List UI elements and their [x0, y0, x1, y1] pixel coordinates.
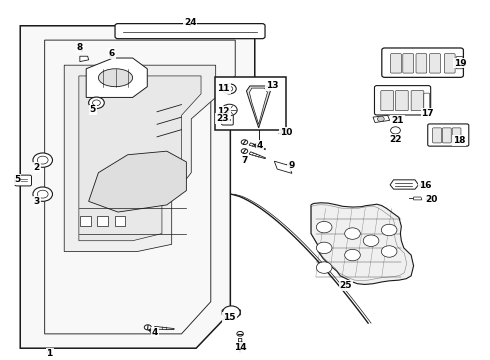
FancyBboxPatch shape [382, 48, 464, 77]
Polygon shape [249, 88, 268, 124]
Text: 5: 5 [90, 105, 96, 114]
Text: 3: 3 [34, 197, 40, 206]
Text: 6: 6 [109, 49, 115, 58]
Text: 1: 1 [47, 349, 53, 358]
Text: 22: 22 [389, 135, 402, 144]
FancyBboxPatch shape [416, 54, 427, 73]
FancyBboxPatch shape [444, 54, 455, 73]
Circle shape [344, 228, 360, 239]
Polygon shape [373, 115, 390, 122]
Text: 14: 14 [234, 343, 246, 352]
Polygon shape [80, 56, 89, 62]
Text: 17: 17 [421, 109, 434, 118]
Circle shape [221, 104, 237, 116]
Polygon shape [249, 152, 266, 159]
Circle shape [381, 246, 397, 257]
Polygon shape [154, 327, 174, 329]
Polygon shape [89, 151, 186, 212]
Text: 25: 25 [340, 282, 352, 291]
Text: 23: 23 [216, 114, 229, 123]
FancyBboxPatch shape [115, 24, 265, 39]
Text: 16: 16 [418, 181, 431, 190]
Bar [98, 216, 108, 226]
FancyBboxPatch shape [411, 91, 424, 111]
FancyBboxPatch shape [403, 54, 414, 73]
Circle shape [381, 224, 397, 236]
Text: 10: 10 [280, 128, 293, 137]
Text: 15: 15 [223, 313, 236, 322]
Circle shape [222, 306, 240, 319]
Polygon shape [414, 197, 422, 200]
Text: 2: 2 [34, 163, 40, 172]
Circle shape [391, 127, 400, 134]
FancyBboxPatch shape [428, 124, 469, 146]
Circle shape [241, 149, 247, 153]
Text: 19: 19 [454, 59, 466, 68]
FancyBboxPatch shape [381, 91, 393, 111]
Polygon shape [20, 26, 255, 348]
FancyBboxPatch shape [424, 93, 430, 109]
Bar [215, 77, 286, 130]
Circle shape [317, 262, 332, 273]
Bar [80, 216, 91, 226]
FancyBboxPatch shape [221, 111, 233, 125]
FancyBboxPatch shape [456, 57, 463, 69]
Text: 24: 24 [184, 18, 196, 27]
Polygon shape [64, 65, 216, 252]
Bar [115, 216, 125, 226]
Circle shape [237, 332, 244, 336]
FancyBboxPatch shape [430, 54, 441, 73]
Circle shape [377, 116, 384, 121]
Circle shape [33, 153, 52, 167]
Text: 13: 13 [266, 81, 279, 90]
FancyBboxPatch shape [391, 54, 401, 73]
Circle shape [33, 187, 52, 201]
Text: 7: 7 [242, 156, 248, 165]
FancyBboxPatch shape [442, 128, 451, 143]
Text: 20: 20 [425, 195, 438, 204]
Text: 21: 21 [391, 116, 404, 125]
Polygon shape [238, 338, 242, 352]
FancyBboxPatch shape [15, 175, 31, 186]
Polygon shape [390, 180, 418, 189]
Polygon shape [246, 86, 270, 128]
Circle shape [144, 325, 151, 330]
Text: 4: 4 [151, 328, 158, 337]
Circle shape [317, 221, 332, 233]
Text: 11: 11 [217, 84, 230, 93]
FancyBboxPatch shape [374, 86, 431, 115]
Text: 18: 18 [453, 136, 466, 145]
Text: 12: 12 [217, 107, 230, 116]
Text: 4: 4 [256, 141, 263, 150]
Ellipse shape [98, 69, 133, 87]
Circle shape [317, 242, 332, 254]
Polygon shape [274, 161, 292, 174]
FancyBboxPatch shape [222, 310, 241, 315]
Polygon shape [86, 58, 147, 98]
Text: 9: 9 [288, 161, 294, 170]
FancyBboxPatch shape [433, 128, 441, 143]
Text: 5: 5 [14, 175, 21, 184]
Polygon shape [79, 76, 201, 241]
Circle shape [89, 97, 104, 108]
Polygon shape [311, 203, 414, 284]
Polygon shape [249, 143, 266, 150]
Circle shape [222, 84, 236, 94]
Circle shape [241, 140, 247, 144]
Circle shape [363, 235, 379, 247]
Circle shape [344, 249, 360, 261]
FancyBboxPatch shape [395, 91, 408, 111]
Text: 8: 8 [77, 44, 83, 53]
FancyBboxPatch shape [452, 128, 461, 143]
